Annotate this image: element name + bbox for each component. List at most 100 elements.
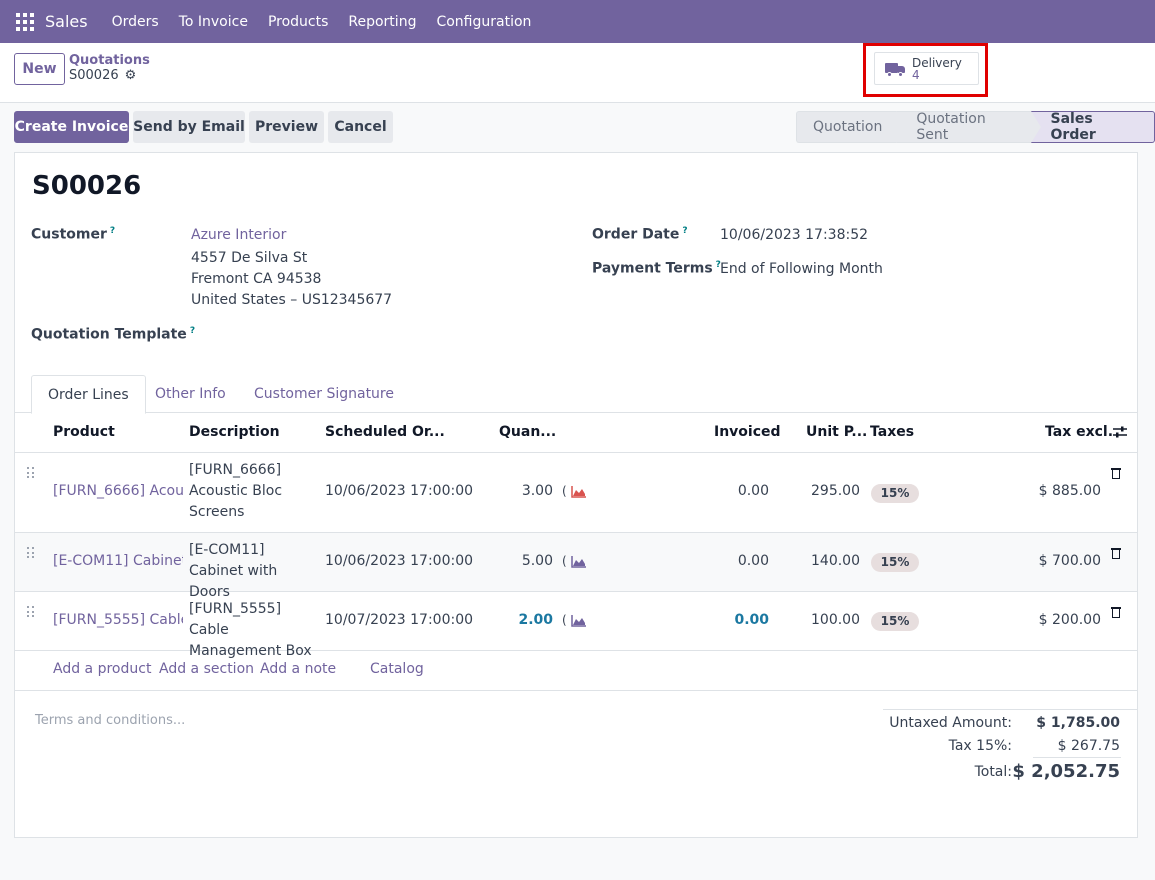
forecast-chart-icon[interactable] xyxy=(571,486,587,498)
control-panel: New Quotations S00026 ⚙ Delivery 4 xyxy=(0,43,1155,103)
total-value: $ 2,052.75 xyxy=(1012,761,1120,782)
row-quantity[interactable]: 2.00 xyxy=(518,612,553,628)
stage-quotation-sent-label: Quotation Sent xyxy=(916,111,986,143)
row-product[interactable]: [E-COM11] Cabinet with Doors xyxy=(53,553,183,569)
customer-address-line2: Fremont CA 94538 xyxy=(191,271,322,287)
col-tax-excl[interactable]: Tax excl. xyxy=(1045,424,1114,440)
tax-badge[interactable]: 15% xyxy=(871,612,919,631)
row-invoiced[interactable]: 0.00 xyxy=(737,553,769,569)
untaxed-label: Untaxed Amount: xyxy=(889,715,1012,731)
row-unit-price[interactable]: 140.00 xyxy=(811,553,860,569)
notebook-tabs: Order Lines Other Info Customer Signatur… xyxy=(15,375,1137,414)
add-note-link[interactable]: Add a note xyxy=(260,661,337,677)
quotation-template-field[interactable] xyxy=(191,323,571,345)
send-email-button[interactable]: Send by Email xyxy=(133,111,245,143)
delivery-label: Delivery xyxy=(912,55,962,70)
divider xyxy=(1033,757,1121,758)
row-subtotal: $ 885.00 xyxy=(1038,483,1101,499)
forecast-chart-icon[interactable] xyxy=(571,615,587,627)
truck-icon xyxy=(885,61,907,77)
menu-to-invoice[interactable]: To Invoice xyxy=(178,13,248,30)
menu-orders[interactable]: Orders xyxy=(111,13,159,30)
row-scheduled[interactable]: 10/07/2023 17:00:00 xyxy=(325,612,474,628)
customer-name[interactable]: Azure Interior xyxy=(191,227,287,243)
col-quantity[interactable]: Quan... xyxy=(499,424,557,440)
col-taxes[interactable]: Taxes xyxy=(870,424,915,440)
payment-terms-label: Payment Terms? xyxy=(592,260,721,277)
tax-badge[interactable]: 15% xyxy=(871,553,919,572)
apps-grid-icon[interactable] xyxy=(16,12,34,31)
stage-quotation-label: Quotation xyxy=(813,119,883,135)
add-section-link[interactable]: Add a section xyxy=(159,661,255,677)
tax-badge[interactable]: 15% xyxy=(871,484,919,503)
col-unit-price[interactable]: Unit P... xyxy=(806,424,868,440)
row-scheduled[interactable]: 10/06/2023 17:00:00 xyxy=(325,483,474,499)
row-scheduled[interactable]: 10/06/2023 17:00:00 xyxy=(325,553,474,569)
table-row[interactable]: [FURN_5555] Cable Management Box [FURN_5… xyxy=(15,592,1137,659)
breadcrumb-parent[interactable]: Quotations xyxy=(69,53,150,68)
create-invoice-button[interactable]: Create Invoice xyxy=(14,111,129,143)
row-unit-price[interactable]: 295.00 xyxy=(811,483,860,499)
drag-handle-icon[interactable] xyxy=(27,606,35,618)
tab-order-lines[interactable]: Order Lines xyxy=(31,375,146,414)
divider xyxy=(883,709,1137,710)
forecast-circle-icon: ( xyxy=(562,554,567,568)
drag-handle-icon[interactable] xyxy=(27,547,35,559)
stage-quotation[interactable]: Quotation xyxy=(796,111,907,143)
row-invoiced[interactable]: 0.00 xyxy=(734,612,769,628)
delete-icon[interactable] xyxy=(1111,606,1121,618)
customer-label: Customer? xyxy=(31,226,116,243)
form-sheet: S00026 Customer? Azure Interior 4557 De … xyxy=(14,152,1138,838)
row-quantity[interactable]: 5.00 xyxy=(521,553,553,569)
preview-button[interactable]: Preview xyxy=(249,111,324,143)
delivery-smart-button[interactable]: Delivery 4 xyxy=(874,52,979,85)
action-bar: Create Invoice Send by Email Preview Can… xyxy=(0,103,1155,151)
forecast-chart-icon[interactable] xyxy=(571,556,587,568)
new-button[interactable]: New xyxy=(14,53,65,85)
menu-products[interactable]: Products xyxy=(267,13,329,30)
table-row[interactable]: [FURN_6666] Acoustic Bloc Screens [FURN_… xyxy=(15,453,1137,533)
stage-sales-order[interactable]: Sales Order xyxy=(1030,111,1155,143)
row-product[interactable]: [FURN_5555] Cable Management Box xyxy=(53,612,183,628)
breadcrumb-current-label: S00026 xyxy=(69,68,119,83)
drag-handle-icon[interactable] xyxy=(27,467,35,479)
col-invoiced[interactable]: Invoiced xyxy=(714,424,781,440)
table-header: Product Description Scheduled Or... Quan… xyxy=(15,413,1137,453)
row-invoiced[interactable]: 0.00 xyxy=(737,483,769,499)
tab-other-info[interactable]: Other Info xyxy=(155,386,226,402)
order-date-field[interactable]: 10/06/2023 17:38:52 xyxy=(720,227,869,243)
highlight-box: Delivery 4 xyxy=(863,43,988,97)
divider xyxy=(15,690,1137,691)
forecast-circle-icon: ( xyxy=(562,613,567,627)
stage-quotation-sent[interactable]: Quotation Sent xyxy=(896,111,1041,143)
customer-address-line1: 4557 De Silva St xyxy=(191,250,308,266)
delivery-count: 4 xyxy=(912,67,920,82)
tab-customer-signature[interactable]: Customer Signature xyxy=(254,386,394,402)
order-date-label: Order Date? xyxy=(592,226,688,243)
table-row[interactable]: [E-COM11] Cabinet with Doors [E-COM11] C… xyxy=(15,533,1137,600)
row-unit-price[interactable]: 100.00 xyxy=(811,612,860,628)
add-product-link[interactable]: Add a product xyxy=(53,661,152,677)
app-brand[interactable]: Sales xyxy=(45,12,88,31)
col-description[interactable]: Description xyxy=(189,424,280,440)
catalog-link[interactable]: Catalog xyxy=(370,661,424,677)
payment-terms-field[interactable]: End of Following Month xyxy=(720,261,883,277)
optional-columns-icon[interactable] xyxy=(1113,426,1127,438)
row-description[interactable]: [FURN_6666] Acoustic Bloc Screens xyxy=(189,462,283,520)
row-subtotal: $ 700.00 xyxy=(1038,553,1101,569)
menu-configuration[interactable]: Configuration xyxy=(436,13,532,30)
row-description[interactable]: [E-COM11] Cabinet with Doors xyxy=(189,542,278,600)
menu-reporting[interactable]: Reporting xyxy=(348,13,417,30)
row-product[interactable]: [FURN_6666] Acoustic Bloc Screens xyxy=(53,483,183,499)
row-quantity[interactable]: 3.00 xyxy=(521,483,553,499)
gear-icon[interactable]: ⚙ xyxy=(124,68,137,83)
terms-field[interactable]: Terms and conditions... xyxy=(35,713,186,728)
row-description[interactable]: [FURN_5555] Cable Management Box xyxy=(189,601,312,659)
delete-icon[interactable] xyxy=(1111,467,1121,479)
untaxed-value: $ 1,785.00 xyxy=(1036,715,1120,731)
stage-sales-order-label: Sales Order xyxy=(1050,111,1096,143)
delete-icon[interactable] xyxy=(1111,547,1121,559)
col-scheduled[interactable]: Scheduled Or... xyxy=(325,424,445,440)
col-product[interactable]: Product xyxy=(53,424,115,440)
cancel-button[interactable]: Cancel xyxy=(328,111,393,143)
